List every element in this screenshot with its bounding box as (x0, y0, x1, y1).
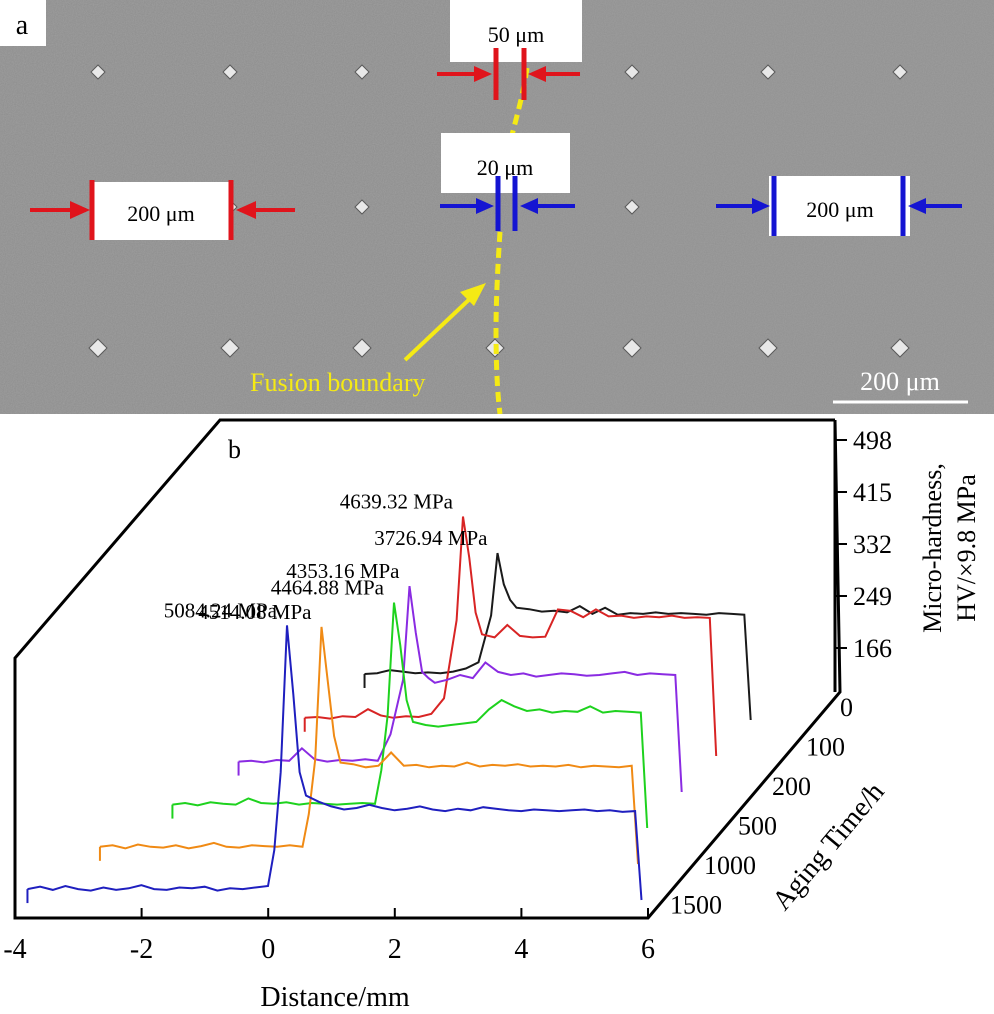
fusion-boundary-arrowhead (460, 283, 486, 306)
peak-label-100: 4639.32 MPa (340, 490, 454, 514)
y-axis-ticks: 166 249 332 415 498 (835, 426, 892, 663)
series-line-1000 (99, 626, 639, 865)
indentation-mark (890, 338, 910, 358)
indentation-mark (624, 64, 640, 80)
indentation-mark (220, 338, 240, 358)
z-tick-label: 200 (772, 772, 811, 801)
spacing-top-arrowhead-a (474, 66, 492, 82)
indentation-mark (354, 64, 370, 80)
y-axis-label-line2: HV/×9.8 MPa (952, 474, 981, 622)
panel-a-label: a (16, 10, 29, 41)
fusion-boundary-label: Fusion boundary (250, 368, 426, 397)
indentation-mark (222, 64, 238, 80)
scale-bar-label: 200 μm (860, 367, 940, 396)
sem-micrograph-panel: a 200 μm 50 μm 20 μm 200 μm Fusion bound… (0, 0, 994, 414)
indentation-mark (352, 338, 372, 358)
y-tick-label: 249 (853, 582, 892, 611)
spacing-right-arrowhead-a (752, 198, 770, 214)
spacing-left-box (90, 182, 233, 240)
hardness-chart: b 3726.94 MPa 4639.32 MPa 4353.16 MPa4464.… (3, 418, 981, 1013)
spacing-right-label: 200 μm (806, 197, 873, 222)
spacing-mid-arrowhead-b (520, 198, 538, 214)
y-tick-label: 166 (853, 634, 892, 663)
z-tick-label: 1500 (670, 891, 722, 920)
spacing-left-label: 200 μm (127, 201, 194, 226)
x-tick-label: -2 (130, 934, 153, 965)
x-tick-label: 4 (514, 934, 528, 965)
peak-label-200: 4353.16 MPa (286, 559, 400, 583)
peak-label-1000: 4514.08 MPa (198, 600, 312, 624)
panel-a-label-box (0, 0, 46, 46)
spacing-mid-label: 20 μm (477, 155, 533, 180)
x-tick-label: 2 (388, 934, 402, 965)
y-tick-label: 332 (853, 530, 892, 559)
y-tick-label: 415 (853, 478, 892, 507)
indentation-mark (624, 199, 640, 215)
indentation-mark (892, 64, 908, 80)
z-tick-label: 1000 (704, 851, 756, 880)
series-line-0 (364, 552, 752, 721)
peak-label-1500: 5084.24 MPa (164, 598, 278, 622)
indentation-mark (88, 338, 108, 358)
x-tick-label: 0 (261, 934, 275, 965)
panel-b-label: b (228, 435, 241, 464)
series-line-1500 (27, 625, 643, 901)
spacing-top-arrowhead-b (528, 66, 546, 82)
z-tick-label: 0 (840, 693, 853, 722)
peak-label-500: 4464.88 MPa (271, 576, 385, 600)
spacing-right-box (769, 176, 910, 236)
z-tick-label: 100 (806, 733, 845, 762)
peak-labels: 3726.94 MPa 4639.32 MPa 4353.16 MPa4464.88… (164, 490, 488, 624)
indentation-mark (354, 199, 370, 215)
indentation-mark (90, 64, 106, 80)
series-line-100 (304, 516, 718, 757)
indentation-marks (88, 64, 910, 358)
spacing-left-arrowhead-a (70, 201, 90, 219)
peak-label-0: 3726.94 MPa (374, 526, 488, 550)
spacing-top-box (450, 0, 582, 62)
spacing-left-arrowhead-b (236, 201, 256, 219)
y-tick-label: 498 (853, 426, 892, 455)
series-line-500 (172, 602, 649, 829)
indentation-mark (758, 338, 778, 358)
indentation-mark (760, 64, 776, 80)
x-axis-ticks: -4 -2 0 2 4 6 (3, 908, 655, 965)
spacing-mid-arrowhead-a (476, 198, 494, 214)
series-line-200 (238, 585, 683, 793)
x-tick-label: -4 (3, 934, 26, 965)
x-tick-label: 6 (641, 934, 655, 965)
series-layer (26, 516, 752, 904)
x-axis-label: Distance/mm (260, 982, 410, 1013)
spacing-top-label: 50 μm (488, 22, 544, 47)
z-axis-ticks: 0 100 200 500 1000 1500 (670, 693, 853, 920)
z-tick-label: 500 (738, 812, 777, 841)
spacing-mid-box (441, 133, 570, 193)
indentation-mark (622, 338, 642, 358)
spacing-right-arrowhead-b (908, 198, 926, 214)
y-axis-label-line1: Micro-hardness, (918, 463, 947, 633)
fusion-boundary-arrow (403, 292, 477, 362)
